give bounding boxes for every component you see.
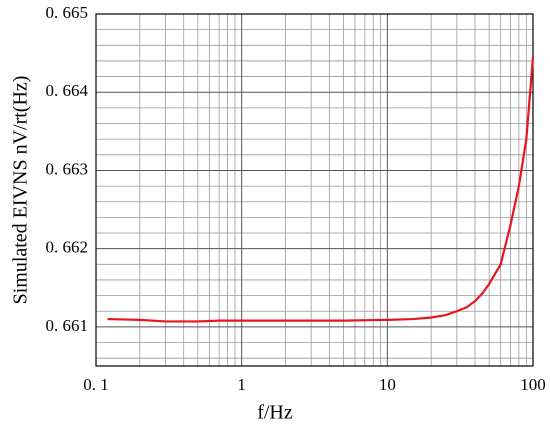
y-tick-label: 0. 663 [46, 159, 89, 178]
y-tick-label: 0. 665 [46, 3, 89, 22]
y-axis-title: Simulated EIVNS nV/rt(Hz) [10, 76, 32, 305]
x-tick-label: 0. 1 [83, 375, 109, 394]
y-tick-label: 0. 664 [46, 81, 89, 100]
x-tick-label: 10 [379, 375, 396, 394]
data-line [107, 56, 535, 323]
y-tick-label: 0. 661 [46, 316, 89, 335]
x-tick-label: 100 [520, 375, 546, 394]
x-axis-title: f/Hz [257, 402, 293, 424]
y-tick-label: 0. 662 [46, 238, 89, 257]
plot-frame [95, 13, 534, 367]
x-tick-label: 1 [237, 375, 246, 394]
